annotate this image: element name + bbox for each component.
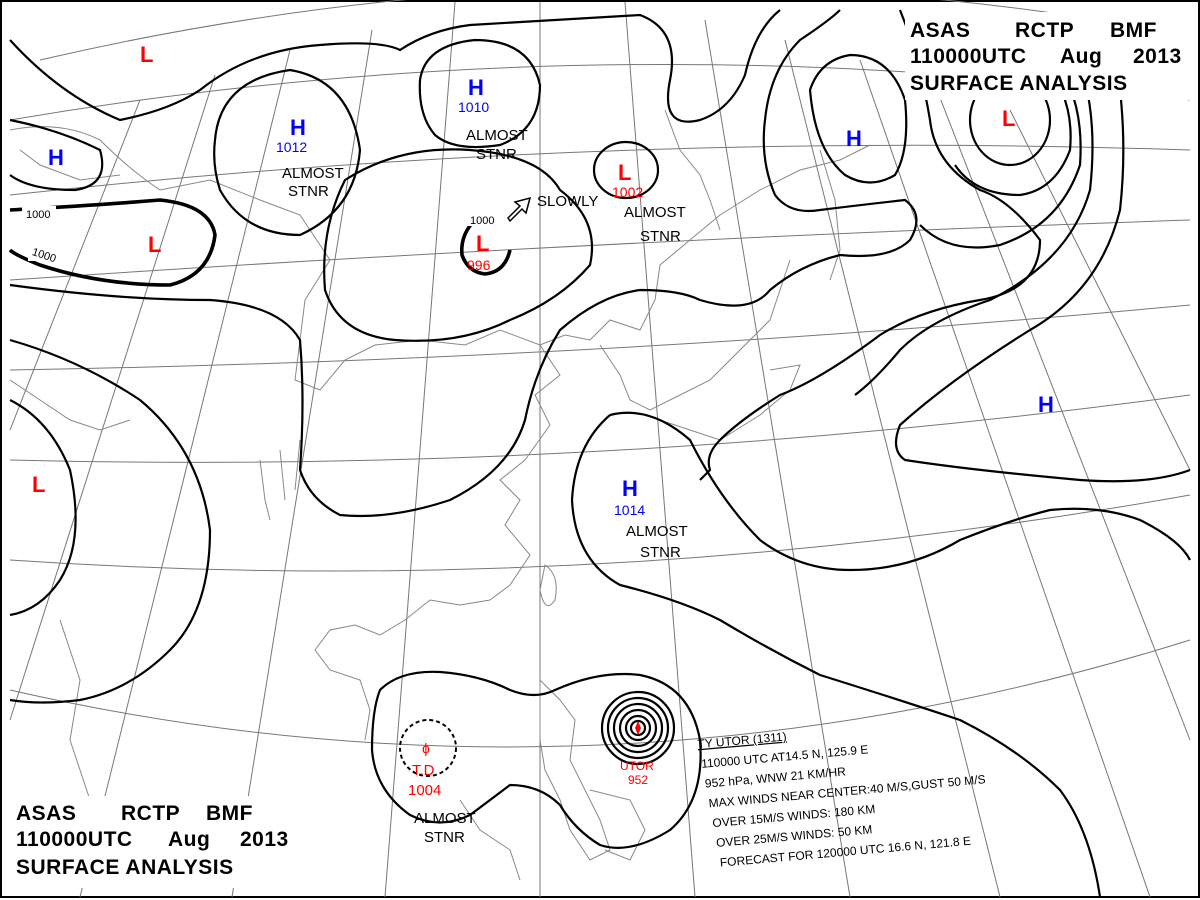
header-month: Aug bbox=[1060, 45, 1102, 68]
motion-label: ALMOST bbox=[466, 127, 528, 144]
header-top: ASAS RCTP BMF 110000UTC Aug 2013 SURFACE… bbox=[905, 12, 1195, 100]
motion-label: STNR bbox=[640, 544, 681, 561]
header-agency: BMF bbox=[1110, 19, 1157, 42]
high-symbol: H bbox=[1038, 392, 1054, 417]
pressure-value: 996 bbox=[467, 257, 491, 273]
low-symbol: L bbox=[618, 160, 631, 185]
motion-label: ALMOST bbox=[282, 165, 344, 182]
movement-arrow-icon bbox=[507, 196, 532, 223]
low-symbol: L bbox=[1002, 106, 1015, 131]
motion-label: STNR bbox=[476, 146, 517, 163]
pressure-value: 1010 bbox=[458, 99, 489, 115]
motion-label: ALMOST bbox=[414, 810, 476, 827]
low-symbol: L bbox=[140, 42, 153, 67]
high-symbol: H bbox=[468, 75, 484, 100]
high-symbol: H bbox=[846, 126, 862, 151]
high-symbol: H bbox=[290, 115, 306, 140]
motion-label: ALMOST bbox=[626, 523, 688, 540]
typhoon-name: UTOR bbox=[620, 759, 654, 773]
isobar-label: 1000 bbox=[470, 215, 494, 227]
motion-label: SLOWLY bbox=[537, 193, 598, 210]
low-symbol: L bbox=[32, 472, 45, 497]
header-agency: ASAS bbox=[910, 19, 970, 42]
motion-label: STNR bbox=[288, 183, 329, 200]
pressure-value: 1012 bbox=[276, 139, 307, 155]
typhoon-info-title: TY UTOR (1311) bbox=[697, 729, 787, 751]
typhoon-center-icon bbox=[635, 721, 641, 735]
header-agency: RCTP bbox=[1015, 19, 1074, 42]
pressure-value: 1014 bbox=[614, 502, 645, 518]
isobar-label: 1000 bbox=[26, 209, 50, 221]
header-time: 110000UTC bbox=[16, 828, 133, 851]
header-month: Aug bbox=[168, 828, 210, 851]
pressure-value: 1002 bbox=[612, 184, 643, 200]
latitude-grid bbox=[9, 0, 1191, 748]
header-agency: ASAS bbox=[16, 802, 76, 825]
pressure-value: 1004 bbox=[408, 782, 441, 799]
td-label: T.D bbox=[412, 762, 435, 779]
header-time: 110000UTC bbox=[910, 45, 1027, 68]
header-year: 2013 bbox=[240, 828, 289, 851]
motion-label: STNR bbox=[640, 228, 681, 245]
longitude-grid bbox=[9, 1, 1191, 898]
header-title: SURFACE ANALYSIS bbox=[16, 856, 234, 879]
low-symbol: L bbox=[476, 231, 489, 256]
isobars bbox=[8, 9, 1191, 898]
pressure-value: 952 bbox=[628, 773, 648, 787]
low-symbol: L bbox=[148, 232, 161, 257]
isobar-labels: 1000 1000 1000 bbox=[22, 206, 500, 265]
typhoon-info: TY UTOR (1311) 110000 UTC AT14.5 N, 125.… bbox=[697, 729, 986, 869]
td-center-icon: ɸ bbox=[422, 740, 430, 756]
pressure-centers: L H H 1012 ALMOST STNR H 1010 ALMOST STN… bbox=[32, 42, 1054, 846]
high-symbol: H bbox=[622, 476, 638, 501]
header-year: 2013 bbox=[1133, 45, 1182, 68]
motion-label: ALMOST bbox=[624, 204, 686, 221]
header-agency: BMF bbox=[206, 802, 253, 825]
high-symbol: H bbox=[48, 145, 64, 170]
header-agency: RCTP bbox=[121, 802, 180, 825]
header-title: SURFACE ANALYSIS bbox=[910, 72, 1128, 95]
header-bottom: ASAS RCTP BMF 110000UTC Aug 2013 SURFACE… bbox=[12, 796, 302, 888]
motion-label: STNR bbox=[424, 829, 465, 846]
